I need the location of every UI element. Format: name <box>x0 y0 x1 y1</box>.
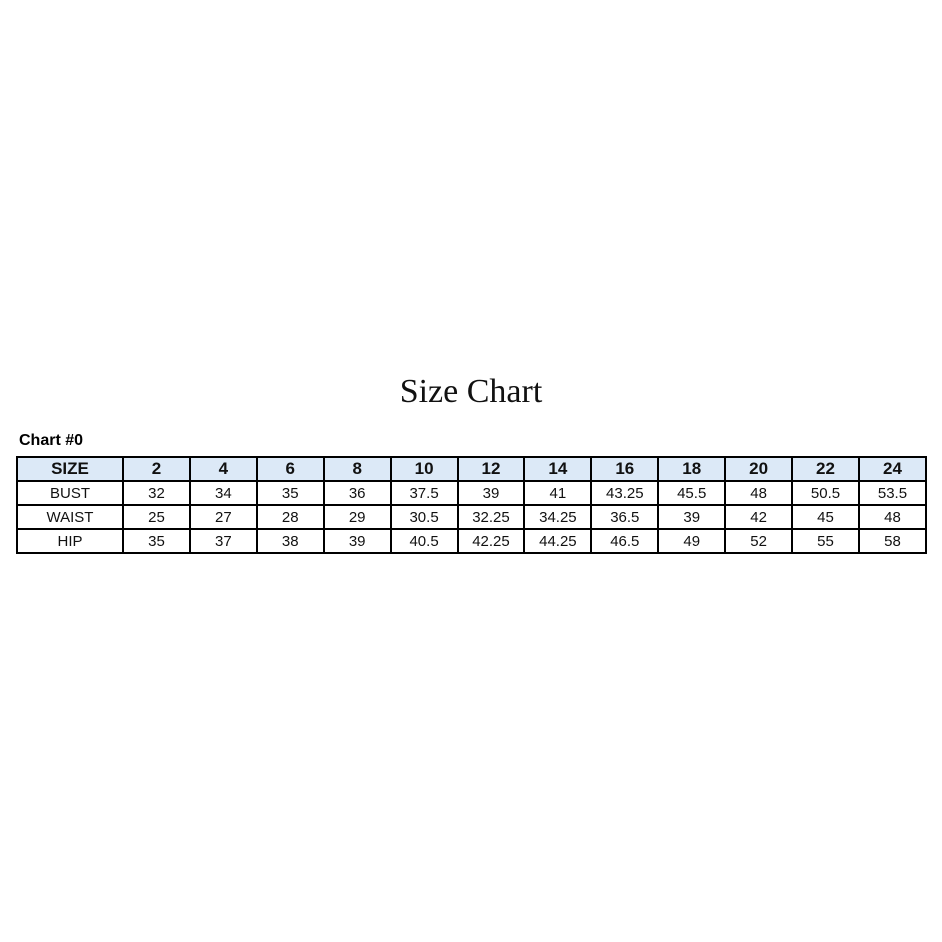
table-cell: 35 <box>255 480 325 506</box>
table-cell: 25 <box>122 504 191 530</box>
table-cell: 39 <box>456 480 526 506</box>
table-cell: 39 <box>657 504 727 530</box>
table-cell: 36.5 <box>590 504 660 530</box>
header-cell-size-16: 16 <box>590 456 660 482</box>
table-cell: 34.25 <box>523 504 593 530</box>
table-cell: 45.5 <box>657 480 727 506</box>
table-cell: 55 <box>791 528 860 554</box>
header-cell-size-22: 22 <box>791 456 860 482</box>
table-cell: 36 <box>322 480 392 506</box>
table-cell: 48 <box>857 504 928 530</box>
header-cell-size-12: 12 <box>456 456 526 482</box>
table-cell: 58 <box>857 528 928 554</box>
table-cell: 28 <box>255 504 325 530</box>
page-title: Size Chart <box>399 373 543 410</box>
table-row-bust: BUST 32 34 35 36 37.5 39 41 43.25 45.5 48 50.5 53.5 <box>16 480 928 506</box>
table-cell: 44.25 <box>523 528 593 554</box>
table-cell: 37.5 <box>389 480 459 506</box>
header-cell-size-24: 24 <box>857 456 928 482</box>
table-row-waist: WAIST 25 27 28 29 30.5 32.25 34.25 36.5 39 42 45 48 <box>16 504 928 530</box>
table-cell: 46.5 <box>590 528 660 554</box>
header-cell-size-6: 6 <box>255 456 325 482</box>
table-cell: 45 <box>791 504 860 530</box>
header-cell-size-18: 18 <box>657 456 727 482</box>
header-cell-size-14: 14 <box>523 456 593 482</box>
chart-label: Chart #0 <box>19 432 84 449</box>
table-cell: 27 <box>188 504 258 530</box>
row-label: WAIST <box>16 504 124 530</box>
table-row-hip: HIP 35 37 38 39 40.5 42.25 44.25 46.5 49 52 55 58 <box>16 528 928 554</box>
table-cell: 30.5 <box>389 504 459 530</box>
table-cell: 32 <box>122 480 191 506</box>
row-label: HIP <box>16 528 124 554</box>
size-chart-table: SIZE 2 4 6 8 10 12 14 16 18 20 22 24 BUST 32 34 35 36 37… <box>16 456 928 554</box>
table-cell: 43.25 <box>590 480 660 506</box>
table-cell: 34 <box>188 480 258 506</box>
table-cell: 52 <box>724 528 794 554</box>
table-cell: 35 <box>122 528 191 554</box>
header-cell-size: SIZE <box>16 456 124 482</box>
row-label: BUST <box>16 480 124 506</box>
table-cell: 42.25 <box>456 528 526 554</box>
table-cell: 49 <box>657 528 727 554</box>
table-cell: 53.5 <box>857 480 928 506</box>
header-cell-size-2: 2 <box>122 456 191 482</box>
header-cell-size-10: 10 <box>389 456 459 482</box>
header-row: SIZE 2 4 6 8 10 12 14 16 18 20 22 24 <box>16 456 928 482</box>
table-cell: 48 <box>724 480 794 506</box>
table-cell: 39 <box>322 528 392 554</box>
table-cell: 38 <box>255 528 325 554</box>
header-cell-size-8: 8 <box>322 456 392 482</box>
table-cell: 41 <box>523 480 593 506</box>
table-cell: 40.5 <box>389 528 459 554</box>
table-cell: 29 <box>322 504 392 530</box>
header-cell-size-20: 20 <box>724 456 794 482</box>
table-cell: 37 <box>188 528 258 554</box>
table-cell: 42 <box>724 504 794 530</box>
header-cell-size-4: 4 <box>188 456 258 482</box>
table-cell: 50.5 <box>791 480 860 506</box>
table-cell: 32.25 <box>456 504 526 530</box>
